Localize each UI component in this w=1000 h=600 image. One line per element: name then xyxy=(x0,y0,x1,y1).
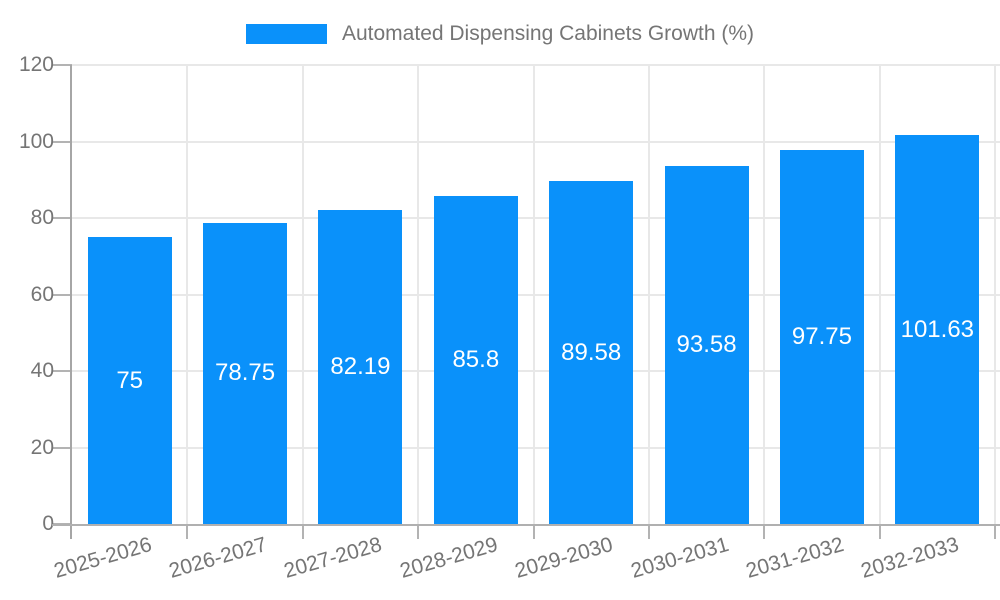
gridline-vertical xyxy=(994,65,996,524)
gridline-vertical xyxy=(878,65,881,524)
x-axis-tick xyxy=(647,524,650,539)
bar-2029-2030[interactable] xyxy=(549,181,634,524)
gridline-vertical xyxy=(417,65,420,524)
bar-2031-2032[interactable] xyxy=(779,150,864,524)
bar-value-label: 93.58 xyxy=(676,331,737,359)
bar-2025-2026[interactable] xyxy=(87,237,172,524)
legend-label: Automated Dispensing Cabinets Growth (%) xyxy=(341,22,755,45)
legend[interactable]: Automated Dispensing Cabinets Growth (%) xyxy=(0,20,1000,48)
y-axis-tick-label: 60 xyxy=(30,282,54,306)
bar-value-label: 75 xyxy=(116,366,144,394)
bar-value-label: 89.58 xyxy=(561,338,622,366)
x-axis-tick xyxy=(763,524,766,539)
gridline-vertical xyxy=(301,65,304,524)
bar-2028-2029[interactable] xyxy=(433,195,518,524)
y-axis-line xyxy=(70,65,72,539)
y-axis-tick-label: 100 xyxy=(18,129,54,153)
bar-value-label: 78.75 xyxy=(215,359,276,387)
bar-value-label: 101.63 xyxy=(900,315,975,343)
y-axis-tick xyxy=(52,64,72,66)
y-axis-tick xyxy=(52,370,72,372)
x-axis-tick xyxy=(417,524,420,539)
gridline-horizontal xyxy=(72,140,1000,143)
y-axis-tick xyxy=(52,293,72,296)
gridline-horizontal xyxy=(72,370,1000,372)
bar-2027-2028[interactable] xyxy=(318,209,403,524)
y-axis-tick-label: 120 xyxy=(18,53,54,76)
legend-swatch xyxy=(245,24,327,44)
bar-value-label: 82.19 xyxy=(330,352,391,380)
bar-value-label: 85.8 xyxy=(452,345,500,373)
bar-2030-2031[interactable] xyxy=(664,166,749,524)
gridline-horizontal xyxy=(72,64,1000,66)
y-axis-tick-label: 0 xyxy=(42,512,54,535)
bar-2032-2033[interactable] xyxy=(895,135,980,524)
gridline-vertical xyxy=(186,65,189,524)
bar-value-label: 97.75 xyxy=(791,323,852,351)
x-axis-tick xyxy=(994,524,996,539)
gridline-horizontal xyxy=(72,217,1000,219)
y-axis-tick-label: 80 xyxy=(30,206,54,229)
y-axis-tick xyxy=(52,217,72,219)
gridline-vertical xyxy=(763,65,766,524)
gridline-vertical xyxy=(647,65,650,524)
bar-2026-2027[interactable] xyxy=(203,222,288,524)
x-axis-tick xyxy=(532,524,535,539)
x-axis-tick xyxy=(878,524,881,539)
gridline-horizontal xyxy=(72,293,1000,296)
x-axis-line xyxy=(52,524,1000,526)
y-axis-tick xyxy=(52,140,72,143)
x-axis-tick xyxy=(186,524,189,539)
gridline-horizontal xyxy=(72,446,1000,449)
gridline-vertical xyxy=(532,65,535,524)
y-axis-tick-label: 20 xyxy=(30,435,54,459)
y-axis-tick xyxy=(52,446,72,449)
x-axis-tick xyxy=(301,524,304,539)
y-axis-tick-label: 40 xyxy=(30,359,54,382)
